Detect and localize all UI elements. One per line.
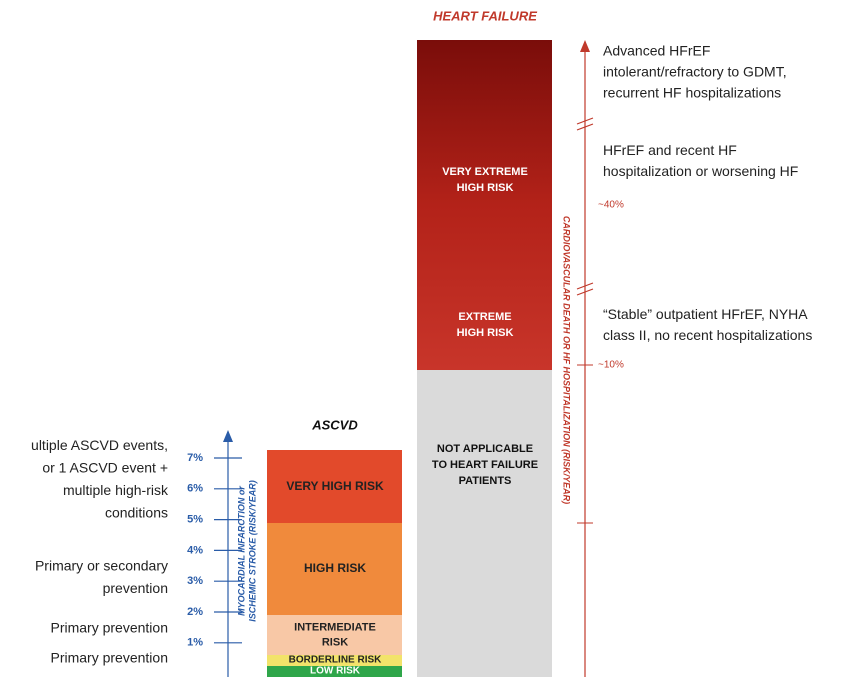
hf-description: intolerant/refractory to GDMT, [603,64,787,80]
ascvd-description: multiple high-risk [63,482,169,498]
axis-break [576,282,594,296]
hf-risk-bar [417,40,552,370]
ascvd-description: Primary prevention [51,650,169,666]
hf-title: HEART FAILURE [433,8,537,23]
ascvd-segment-label: INTERMEDIATE [294,621,376,633]
ascvd-description: Primary prevention [51,620,169,636]
hf-tick-label: ~10% [598,360,624,371]
hf-segment-label: PATIENTS [459,475,512,487]
ascvd-title: ASCVD [311,417,358,432]
ascvd-tick-label: 1% [187,637,203,649]
ascvd-description: Primary or secondary [35,557,168,573]
hf-segment-label: HIGH RISK [457,182,514,194]
hf-description: Advanced HFrEF [603,43,710,59]
hf-description: “Stable” outpatient HFrEF, NYHA [603,306,808,322]
ascvd-axis-label-line: MYOCARDIAL INFARCTION or [236,486,246,616]
hf-segment-label: NOT APPLICABLE [437,443,533,455]
ascvd-segment-label: VERY HIGH RISK [286,479,384,493]
hf-not-applicable-bar [417,370,552,677]
ascvd-axis-label: MYOCARDIAL INFARCTION or ISCHEMIC STROKE … [236,480,257,622]
ascvd-description: ultiple ASCVD events, [31,437,168,453]
hf-axis-label: CARDIOVASCULAR DEATH OR HF HOSPITALIZATI… [562,216,572,504]
ascvd-description: conditions [105,504,168,520]
hf-description: recurrent HF hospitalizations [603,85,781,101]
ascvd-axis-arrow [223,430,233,442]
ascvd-segment-label: RISK [322,636,348,648]
borderline-risk-band [267,655,402,666]
ascvd-tick-label: 7% [187,452,203,464]
low-risk-band [267,666,402,677]
hf-description: class II, no recent hospitalizations [603,327,812,343]
axis-break [576,117,594,131]
hf-segment-label: TO HEART FAILURE [432,459,538,471]
hf-segment-label: HIGH RISK [457,327,514,339]
ascvd-tick-label: 5% [187,514,203,526]
hf-axis-arrow [580,40,590,52]
ascvd-segment-label: HIGH RISK [304,561,366,575]
high-risk-band [267,523,402,615]
ascvd-tick-label: 3% [187,575,203,587]
labels: HEART FAILURE ASCVD VERY EXTREME HIGH RISK E… [31,8,812,676]
hf-tick-label: ~40% [598,200,624,211]
ascvd-description: prevention [103,580,168,596]
ascvd-tick-label: 6% [187,483,203,495]
hf-description: HFrEF and recent HF [603,142,737,158]
intermediate-risk-band [267,615,402,655]
ascvd-tick-label: 2% [187,606,203,618]
ascvd-axis-label-line: ISCHEMIC STROKE (RISK/YEAR) [247,480,257,622]
hf-segment-label: EXTREME [458,311,511,323]
hf-description: hospitalization or worsening HF [603,163,798,179]
ascvd-description: or 1 ASCVD event + [42,459,168,475]
ascvd-segment-label: LOW RISK [310,666,361,677]
ascvd-tick-label: 4% [187,544,203,556]
ascvd-segment-label: BORDERLINE RISK [289,655,383,666]
very-high-risk-band [267,450,402,523]
hf-segment-label: VERY EXTREME [442,166,528,178]
